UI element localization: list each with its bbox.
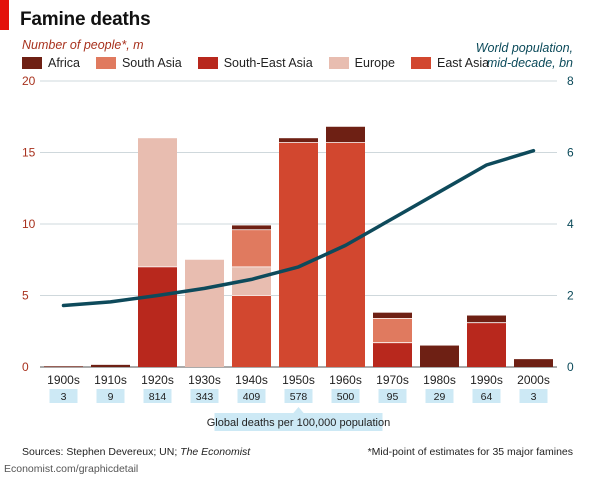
left-tick-label: 5 <box>22 289 29 303</box>
death-rate-box <box>331 389 360 403</box>
left-tick-label: 20 <box>22 74 36 88</box>
death-rate-box <box>49 389 78 403</box>
bar-segment <box>91 364 130 367</box>
category-label: 1910s <box>94 373 127 387</box>
left-tick-label: 0 <box>22 360 29 374</box>
legend-item: Africa <box>22 56 80 70</box>
bar-segment <box>326 142 365 367</box>
legend-swatch <box>328 57 349 69</box>
death-rate-box <box>519 389 548 403</box>
legend: Africa South Asia South-East Asia Europe Eas… <box>22 56 505 70</box>
sources-note: Sources: Stephen Devereux; UN; The Econo… <box>22 446 250 458</box>
legend-swatch <box>197 57 218 69</box>
legend-item: South Asia <box>95 56 182 70</box>
death-rate-box <box>472 389 501 403</box>
death-rate-value: 64 <box>481 391 493 403</box>
death-rate-caption: Global deaths per 100,000 population <box>207 417 390 429</box>
bar-segment <box>279 142 318 367</box>
death-rate-value: 29 <box>434 391 446 403</box>
legend-label: East Asia <box>436 56 490 70</box>
legend-item: Europe <box>328 56 395 70</box>
bar-segment <box>138 266 177 367</box>
footnote: *Mid-point of estimates for 35 major fam… <box>367 446 573 458</box>
bar-segment <box>185 259 224 367</box>
death-rate-box <box>237 389 266 403</box>
right-tick-label: 8 <box>567 74 574 88</box>
category-label: 1990s <box>470 373 503 387</box>
caption-box <box>214 413 383 431</box>
death-rate-box <box>284 389 313 403</box>
legend-swatch <box>410 57 431 69</box>
category-label: 2000s <box>517 373 550 387</box>
bar-segment <box>232 225 271 230</box>
chart-title: Famine deaths <box>20 9 151 30</box>
bar-segment <box>44 366 83 368</box>
left-tick-label: 15 <box>22 146 36 160</box>
death-rate-box <box>96 389 125 403</box>
right-axis-label: World population, mid-decade, bn <box>373 41 573 71</box>
caption-pointer <box>292 407 305 414</box>
population-line <box>61 148 536 308</box>
legend-label: South Asia <box>121 56 182 70</box>
bar-segment <box>467 322 506 367</box>
right-tick-label: 4 <box>567 217 574 231</box>
death-rate-box <box>378 389 407 403</box>
category-label: 1950s <box>282 373 315 387</box>
bar-segment <box>373 342 412 367</box>
legend-label: South-East Asia <box>223 56 313 70</box>
bar-segment <box>279 138 318 143</box>
left-tick-label: 10 <box>22 217 36 231</box>
right-axis-label-line1: World population, <box>475 41 573 55</box>
left-axis-label: Number of people*, m <box>22 38 144 52</box>
bar-segment <box>420 345 459 367</box>
death-rate-box <box>190 389 219 403</box>
sources-publication: The Economist <box>180 446 251 458</box>
death-rate-value: 500 <box>337 391 355 403</box>
bar-segment <box>232 229 271 267</box>
sources-text: Sources: Stephen Devereux; UN; <box>22 446 181 458</box>
right-tick-label: 6 <box>567 146 574 160</box>
death-rate-value: 3 <box>531 391 537 403</box>
death-rate-box <box>143 389 172 403</box>
category-label: 1980s <box>423 373 456 387</box>
bar-segment <box>514 359 553 367</box>
bar-segment <box>138 138 177 267</box>
death-rate-value: 409 <box>243 391 261 403</box>
death-rate-value: 814 <box>149 391 167 403</box>
legend-label: Africa <box>48 56 80 70</box>
right-axis-label-line2: mid-decade, bn <box>486 56 573 70</box>
death-rate-value: 3 <box>61 391 67 403</box>
death-rate-box <box>425 389 454 403</box>
legend-swatch <box>22 57 42 69</box>
category-label: 1900s <box>47 373 80 387</box>
category-label: 1960s <box>329 373 362 387</box>
legend-item: East Asia <box>410 56 490 70</box>
category-label: 1930s <box>188 373 221 387</box>
bar-segment <box>467 315 506 323</box>
death-rate-value: 578 <box>290 391 308 403</box>
bar-segment <box>232 295 271 367</box>
category-label: 1940s <box>235 373 268 387</box>
category-label: 1920s <box>141 373 174 387</box>
site-credit: Economist.com/graphicdetail <box>4 463 139 475</box>
death-rate-value: 95 <box>387 391 399 403</box>
bar-segment <box>326 126 365 143</box>
bar-segment <box>373 318 412 343</box>
category-label: 1970s <box>376 373 409 387</box>
legend-item: South-East Asia <box>197 56 313 70</box>
right-tick-label: 2 <box>567 289 574 303</box>
right-tick-label: 0 <box>567 360 574 374</box>
bar-segment <box>373 312 412 319</box>
legend-swatch <box>95 57 116 69</box>
death-rate-value: 9 <box>108 391 114 403</box>
brand-tab <box>0 0 9 30</box>
death-rate-value: 343 <box>196 391 214 403</box>
legend-label: Europe <box>354 56 395 70</box>
